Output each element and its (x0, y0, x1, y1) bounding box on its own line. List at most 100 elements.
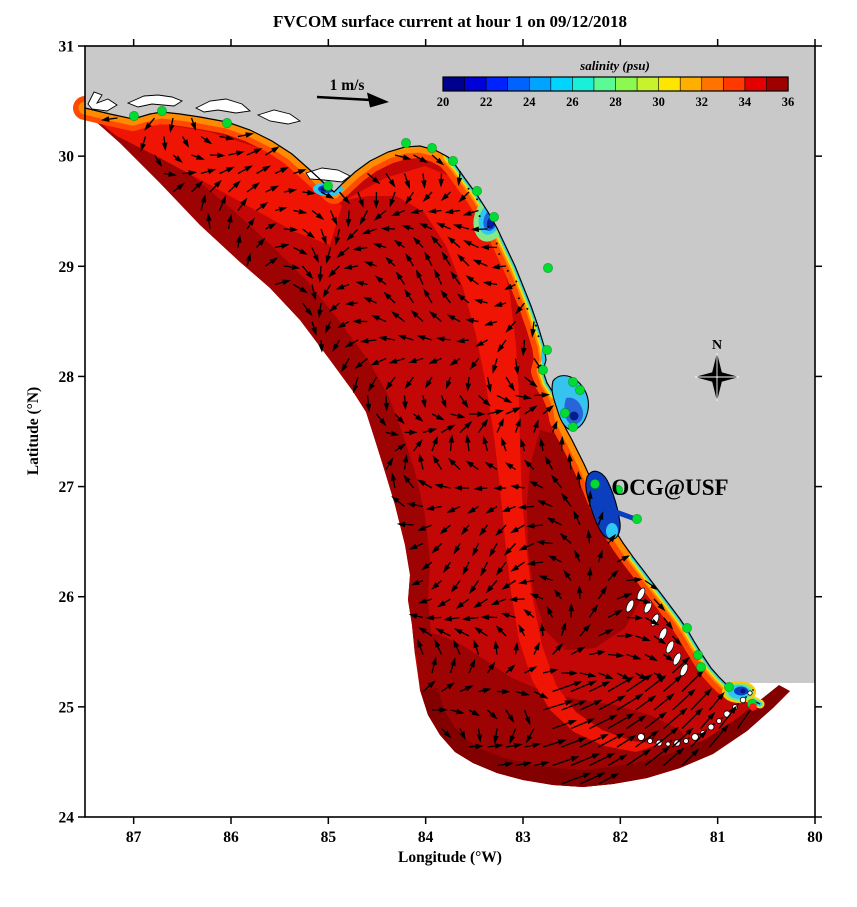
key-speckle (737, 703, 739, 705)
colorbar-cell (593, 76, 617, 92)
key-island (707, 723, 715, 731)
marsh-speckle (487, 225, 490, 228)
colorbar-frame (442, 76, 789, 92)
scale-arrow-label: 1 m/s (330, 77, 365, 94)
x-tick-label: 80 (807, 829, 823, 846)
colorbar: salinity (psu) 20 22 24 26 28 30 32 34 36 (437, 58, 795, 109)
salinity-35-36-west-band (85, 112, 432, 655)
station-dot (589, 478, 601, 490)
marsh-speckle (498, 253, 501, 256)
marsh-speckle (495, 242, 498, 245)
key-speckle (688, 737, 690, 739)
barrier-island (665, 640, 675, 654)
salinity-34-panhandle-bight (92, 116, 342, 245)
y-tick-label: 26 (59, 589, 75, 606)
key-speckle (697, 733, 699, 735)
marsh-speckle (476, 198, 479, 201)
station-dot (612, 484, 624, 496)
current-vector-field (100, 116, 756, 785)
colorbar-cell (766, 76, 789, 92)
bay (126, 94, 183, 108)
key-island (739, 696, 747, 704)
colorbar-tick-label: 22 (480, 95, 493, 109)
colorbar-cell (744, 76, 768, 92)
station-dot (681, 622, 693, 634)
colorbar-title: salinity (psu) (579, 58, 650, 73)
station-dot (537, 364, 549, 376)
marsh-speckle (537, 335, 540, 338)
colorbar-tick-label: 34 (739, 95, 752, 109)
station-dot (128, 110, 140, 122)
colorbar-cell (723, 76, 746, 92)
axis-ticks (78, 39, 822, 824)
colorbar-cell (572, 76, 595, 92)
x-axis-label: Longitude (°W) (398, 849, 502, 866)
x-tick-label: 81 (710, 829, 726, 846)
station-dot (156, 105, 168, 117)
key-island (647, 738, 653, 744)
station-dot (471, 185, 483, 197)
colorbar-cell (485, 76, 509, 92)
station-dot (567, 376, 579, 388)
colorbar-tick-label: 30 (652, 95, 665, 109)
colorbar-tick-label: 26 (566, 95, 579, 109)
x-tick-label: 87 (126, 829, 142, 846)
x-tick-label: 86 (223, 829, 239, 846)
colorbar-cell (658, 76, 681, 92)
key-island (665, 741, 671, 747)
key-island (747, 690, 753, 696)
colorbar-cell (679, 76, 703, 92)
station-dot (541, 344, 553, 356)
station-dot (488, 211, 500, 223)
bay (194, 98, 252, 114)
x-tick-label: 84 (418, 829, 434, 846)
key-island (691, 733, 699, 741)
colorbar-cell (701, 76, 724, 92)
colorbar-cell (550, 76, 573, 92)
watermark-text: OCG@USF (611, 475, 728, 501)
x-tick-label: 82 (613, 829, 629, 846)
colorbar-cells (442, 76, 789, 92)
colorbar-tick-label: 32 (696, 95, 709, 109)
salinity-34-midshelf-tongue (345, 166, 660, 752)
bay (256, 109, 302, 125)
station-dot (221, 117, 233, 129)
y-tick-label: 30 (59, 149, 75, 166)
florida-land (85, 46, 815, 683)
colorbar-cell (636, 76, 660, 92)
station-dot (692, 649, 704, 661)
y-tick-label: 25 (59, 699, 75, 716)
station-dot (723, 681, 735, 693)
y-tick-label: 29 (59, 259, 75, 276)
tampa-bay-navy-core (569, 411, 579, 421)
key-island (637, 733, 645, 741)
station-dot (574, 384, 586, 396)
marsh-speckle (526, 307, 529, 310)
bay (305, 167, 351, 183)
key-island (683, 738, 689, 744)
station-dot (631, 513, 643, 525)
station-markers (128, 105, 758, 711)
key-speckle (643, 733, 645, 735)
barrier-island (672, 652, 682, 666)
colorbar-tick-label: 28 (609, 95, 622, 109)
tampa-bay-blue (564, 397, 584, 425)
x-tick-label: 83 (515, 829, 531, 846)
compass-n-label: N (712, 338, 722, 353)
key-speckle (745, 696, 747, 698)
y-tick-label: 28 (59, 369, 75, 386)
colorbar-cell (528, 76, 552, 92)
station-dot (567, 421, 579, 433)
key-island (716, 718, 722, 724)
red-station-dot (749, 703, 757, 711)
barrier-island (625, 599, 635, 613)
axes-frame: 87 86 85 84 83 82 81 80 31 30 29 28 27 26 25 24 Longitu… (25, 39, 823, 867)
y-axis-label: Latitude (°N) (25, 387, 42, 475)
panhandle-bays (87, 91, 351, 183)
annotations: OCG@USF N 1 m/s (316, 77, 739, 501)
compass-rose: N (695, 338, 739, 401)
scale-arrow-shaft (316, 95, 372, 102)
station-dot (426, 142, 438, 154)
colorbar-tick-label: 20 (437, 95, 450, 109)
